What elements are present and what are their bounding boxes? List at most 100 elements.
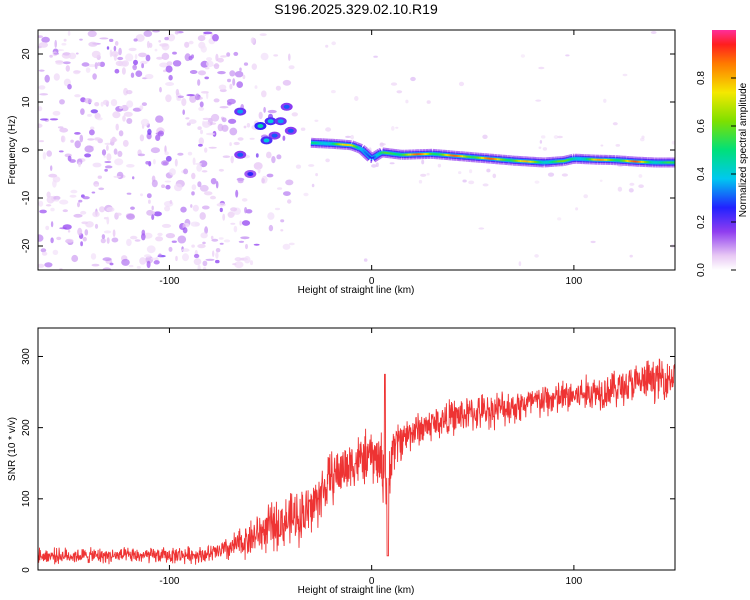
noise-blob xyxy=(600,144,604,147)
noise-blob xyxy=(62,224,72,230)
noise-blob xyxy=(638,184,644,188)
noise-blob xyxy=(99,37,109,40)
noise-blob xyxy=(133,38,138,42)
noise-blob xyxy=(240,236,250,240)
noise-blob xyxy=(103,230,112,234)
noise-blob xyxy=(148,199,151,204)
noise-blobs xyxy=(38,30,675,270)
noise-blob xyxy=(331,90,336,94)
colorbar-tick-label: 0.8 xyxy=(696,71,707,85)
noise-blob xyxy=(104,161,112,163)
noise-blob xyxy=(130,72,135,78)
noise-blob xyxy=(243,256,251,264)
noise-blob xyxy=(229,142,232,147)
noise-blob xyxy=(79,38,83,41)
noise-blob xyxy=(92,211,100,218)
ridge-segment xyxy=(371,156,375,159)
noise-blob xyxy=(215,259,220,264)
noise-blob xyxy=(192,157,196,166)
noise-blob xyxy=(182,109,185,115)
noise-blob xyxy=(250,37,255,44)
noise-blob xyxy=(106,237,110,244)
noise-blob xyxy=(227,78,231,83)
noise-blob xyxy=(202,260,208,267)
noise-blob xyxy=(266,173,274,178)
noise-blob xyxy=(193,258,202,266)
noise-blob xyxy=(90,126,95,131)
noise-blob xyxy=(161,223,172,228)
noise-blob xyxy=(101,149,107,156)
noise-blob xyxy=(102,267,112,270)
ridge-segment xyxy=(363,150,367,155)
noise-blob xyxy=(123,87,129,96)
noise-blob xyxy=(84,145,94,153)
noise-blob xyxy=(458,81,465,87)
ridge-segment xyxy=(354,145,357,148)
noise-blob xyxy=(288,242,295,246)
noise-blob xyxy=(194,162,203,165)
noise-blob xyxy=(215,252,219,259)
noise-blob xyxy=(103,155,106,158)
x-tick-label: -100 xyxy=(159,276,179,287)
hotspot xyxy=(237,152,244,157)
ridge-segment xyxy=(351,144,354,147)
noise-blob xyxy=(90,253,97,260)
ridge-segment xyxy=(357,146,360,150)
noise-blob xyxy=(229,83,233,90)
noise-blob xyxy=(227,212,235,217)
noise-blob xyxy=(215,53,219,62)
noise-blob xyxy=(52,176,61,183)
noise-blob xyxy=(163,69,167,73)
noise-blob xyxy=(121,60,129,67)
noise-blob xyxy=(263,106,266,113)
noise-blob xyxy=(94,223,99,229)
noise-blob xyxy=(458,171,462,175)
x-tick-label: 0 xyxy=(369,276,375,287)
spectrogram-data xyxy=(38,30,675,270)
noise-blob xyxy=(285,179,294,186)
ridge-segment xyxy=(352,144,356,148)
ridge-segment xyxy=(360,148,364,151)
noise-blob xyxy=(539,140,543,144)
noise-blob xyxy=(174,158,178,167)
noise-blob xyxy=(91,263,100,267)
noise-blob xyxy=(172,234,175,238)
noise-blob xyxy=(65,238,74,243)
noise-blob xyxy=(314,119,319,123)
y-tick-label: -20 xyxy=(21,238,32,253)
noise-blob xyxy=(242,74,246,80)
noise-blob xyxy=(230,155,234,164)
noise-blob xyxy=(122,139,129,147)
noise-blob xyxy=(191,54,194,59)
noise-blob xyxy=(110,99,118,107)
noise-blob xyxy=(145,54,151,62)
noise-blob xyxy=(188,119,197,124)
noise-blob xyxy=(145,161,150,165)
noise-blob xyxy=(274,207,281,211)
noise-blob xyxy=(288,65,295,70)
noise-blob xyxy=(234,261,244,269)
noise-blob xyxy=(254,85,258,89)
noise-blob xyxy=(233,51,239,56)
noise-blob xyxy=(151,179,158,188)
noise-blob xyxy=(139,105,144,110)
noise-blob xyxy=(99,206,105,213)
noise-blob xyxy=(73,213,83,218)
noise-blob xyxy=(210,195,216,200)
noise-blob xyxy=(219,106,229,109)
ridge-segment xyxy=(373,155,377,158)
noise-blob xyxy=(139,257,147,265)
noise-blob xyxy=(325,158,330,163)
noise-blob xyxy=(226,52,231,57)
noise-blob xyxy=(213,98,220,103)
noise-blob xyxy=(63,38,67,42)
noise-blob xyxy=(245,209,253,214)
noise-blob xyxy=(175,255,178,262)
noise-blob xyxy=(198,143,203,147)
noise-blob xyxy=(104,168,108,172)
noise-blob xyxy=(405,99,409,104)
noise-blob xyxy=(538,66,545,70)
noise-blob xyxy=(219,242,224,245)
noise-blob xyxy=(234,257,242,262)
noise-blob xyxy=(615,144,621,147)
